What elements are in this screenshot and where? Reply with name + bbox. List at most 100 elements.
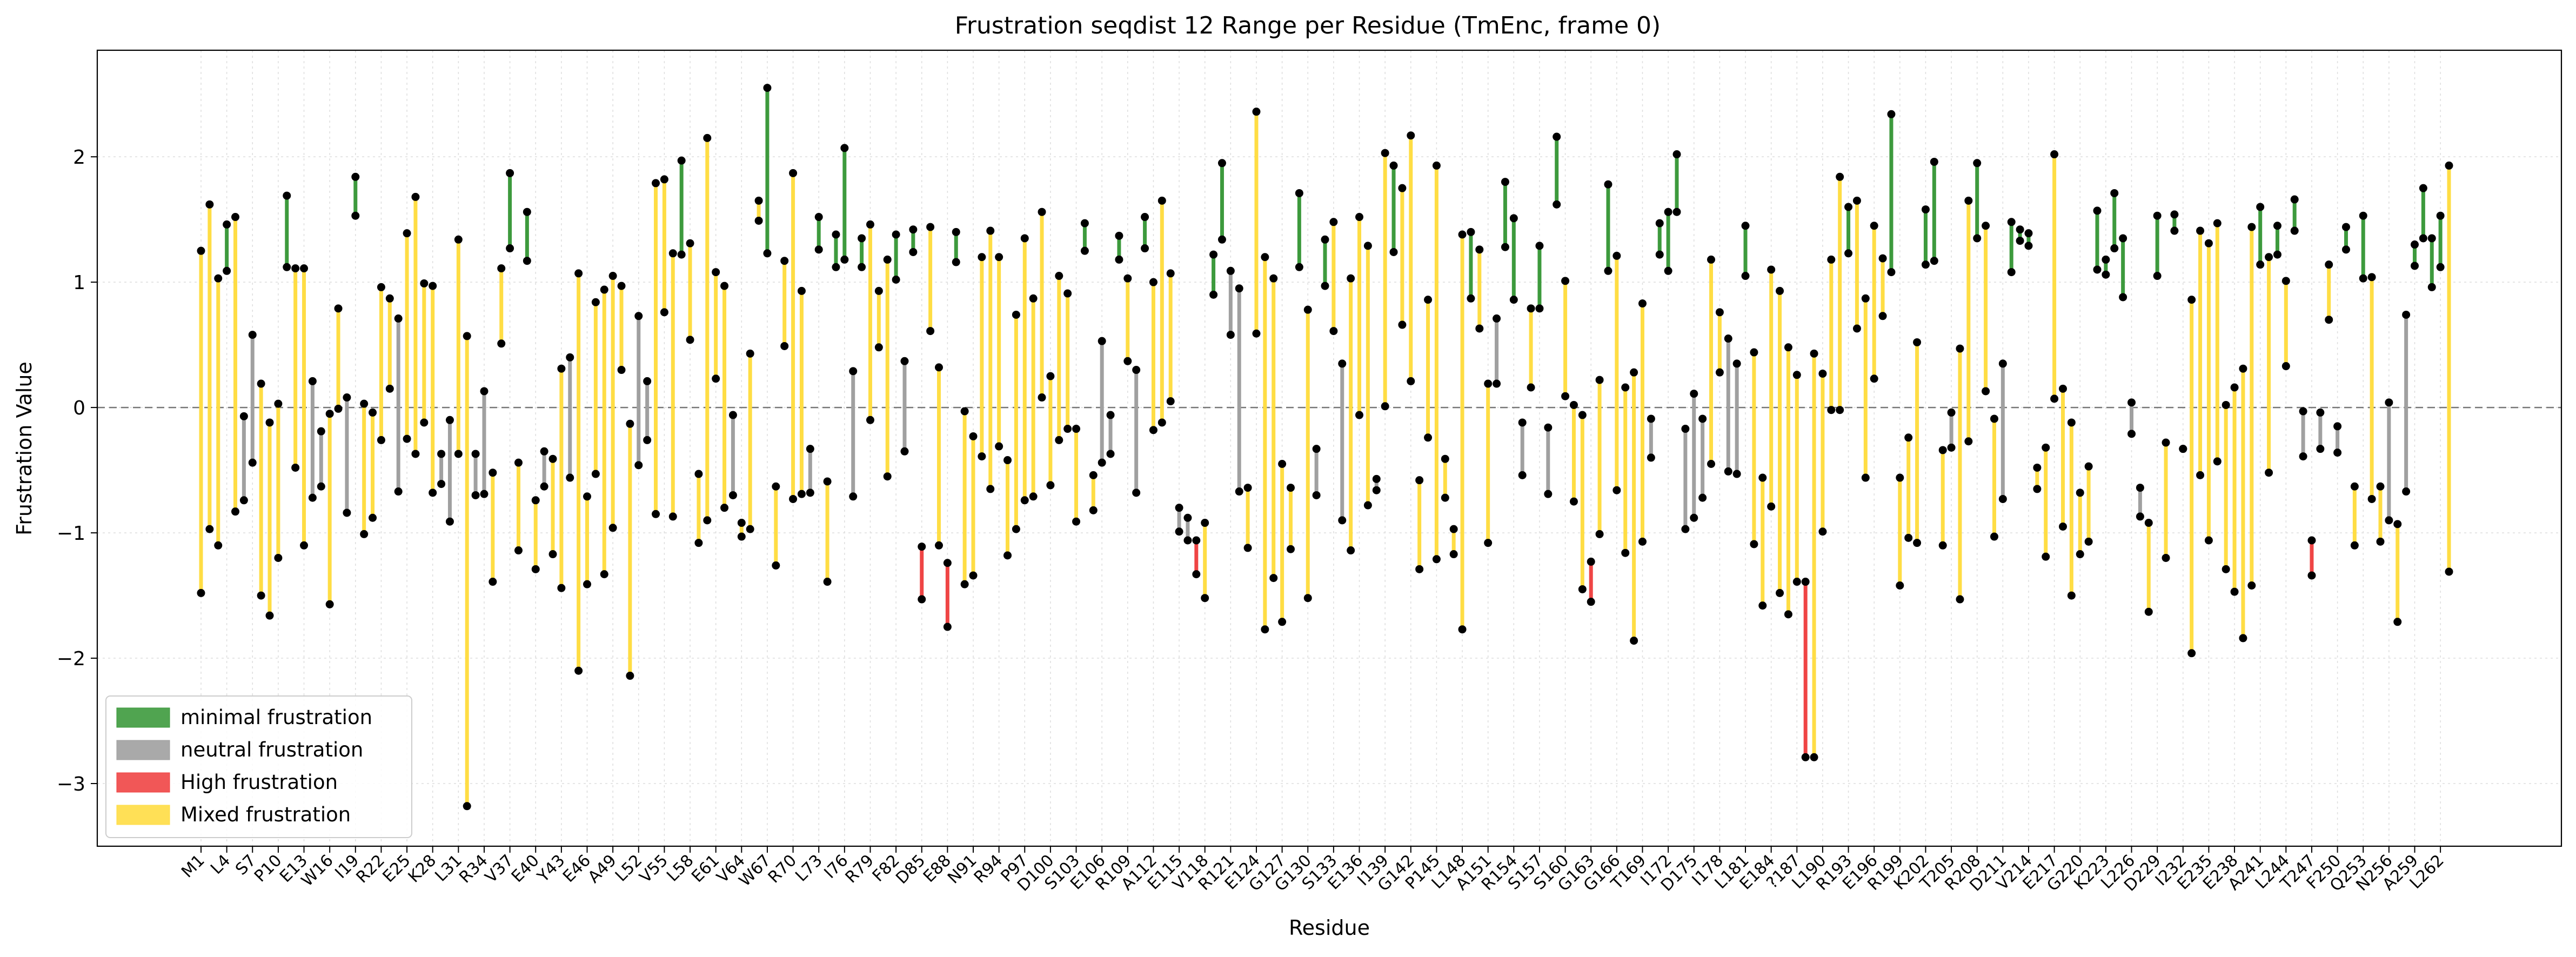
- range-max-point: [265, 418, 274, 427]
- range-min-point: [369, 513, 377, 522]
- range-min-point: [317, 482, 325, 491]
- range-max-point: [1852, 196, 1861, 205]
- range-min-point: [2402, 487, 2411, 496]
- range-min-point: [351, 211, 360, 220]
- range-max-point: [2170, 210, 2179, 219]
- range-max-point: [2239, 364, 2247, 373]
- range-max-point: [445, 416, 454, 424]
- range-min-point: [248, 458, 257, 467]
- range-min-point: [1930, 257, 1938, 265]
- range-min-point: [506, 244, 514, 253]
- range-max-point: [1664, 208, 1672, 216]
- range-min-point: [1407, 377, 1415, 385]
- range-max-point: [1904, 433, 1913, 442]
- range-min-point: [2367, 494, 2376, 503]
- range-min-point: [2376, 537, 2385, 546]
- range-min-point: [1707, 459, 1716, 468]
- range-max-point: [694, 470, 703, 478]
- range-max-point: [1389, 161, 1398, 170]
- legend-swatch: [116, 740, 170, 760]
- range-max-point: [2273, 222, 2281, 230]
- range-max-point: [814, 213, 823, 222]
- range-max-point: [1767, 265, 1776, 274]
- range-min-point: [986, 485, 995, 493]
- range-min-point: [712, 374, 720, 383]
- range-max-point: [223, 220, 231, 229]
- range-max-point: [300, 264, 309, 273]
- range-max-point: [2247, 223, 2256, 231]
- range-min-point: [2076, 550, 2084, 559]
- range-max-point: [420, 279, 429, 287]
- range-min-point: [1715, 368, 1724, 377]
- range-min-point: [2119, 293, 2127, 302]
- range-max-point: [712, 268, 720, 277]
- range-max-point: [1784, 343, 1792, 352]
- range-max-point: [1810, 349, 1818, 358]
- range-min-point: [531, 565, 540, 573]
- range-max-point: [1312, 445, 1321, 453]
- range-max-point: [1493, 314, 1501, 323]
- range-max-point: [489, 469, 497, 477]
- range-min-point: [429, 488, 437, 497]
- range-min-point: [1355, 411, 1364, 419]
- range-min-point: [197, 588, 205, 597]
- range-max-point: [1029, 294, 1038, 303]
- range-min-point: [840, 255, 849, 264]
- range-max-point: [2196, 226, 2205, 235]
- range-max-point: [1604, 180, 1612, 189]
- range-min-point: [978, 452, 986, 461]
- range-min-point: [1527, 383, 1535, 392]
- range-max-point: [231, 213, 240, 222]
- range-min-point: [1046, 481, 1055, 490]
- range-min-point: [772, 561, 780, 570]
- range-max-point: [2222, 400, 2230, 409]
- range-min-point: [1038, 393, 1046, 402]
- range-min-point: [308, 493, 317, 502]
- range-min-point: [1998, 494, 2007, 503]
- range-max-point: [283, 191, 291, 200]
- range-min-point: [1664, 266, 1672, 275]
- range-max-point: [214, 274, 223, 283]
- range-min-point: [2196, 471, 2205, 479]
- legend: minimal frustration neutral frustration Hi…: [105, 695, 412, 838]
- range-min-point: [1141, 244, 1149, 253]
- range-max-point: [995, 253, 1003, 262]
- range-max-point: [2307, 536, 2316, 545]
- range-min-point: [497, 339, 506, 348]
- range-max-point: [2350, 482, 2359, 491]
- range-max-point: [1089, 506, 1098, 514]
- range-min-point: [1347, 546, 1355, 555]
- legend-swatch: [116, 772, 170, 793]
- range-max-point: [1844, 203, 1853, 211]
- range-max-point: [1553, 132, 1561, 141]
- range-max-point: [591, 298, 600, 306]
- range-max-point: [1990, 414, 1998, 423]
- range-max-point: [497, 264, 506, 273]
- range-min-point: [874, 343, 883, 352]
- range-min-point: [900, 447, 909, 456]
- range-min-point: [2230, 587, 2239, 596]
- range-max-point: [2179, 445, 2187, 453]
- range-min-point: [1535, 304, 1544, 313]
- range-max-point: [1707, 255, 1716, 264]
- range-max-point: [1998, 359, 2007, 368]
- range-min-point: [2093, 265, 2102, 274]
- range-max-point: [1441, 493, 1449, 502]
- range-max-point: [952, 227, 960, 236]
- range-min-point: [2341, 245, 2350, 254]
- range-max-point: [643, 377, 652, 385]
- legend-label: neutral frustration: [180, 738, 363, 761]
- range-max-point: [1878, 254, 1887, 263]
- range-max-point: [308, 377, 317, 385]
- range-min-point: [746, 525, 754, 533]
- range-min-point: [1630, 637, 1638, 645]
- plot-frame: [96, 49, 2562, 847]
- range-min-point: [617, 366, 626, 374]
- range-max-point: [274, 399, 283, 408]
- range-min-point: [394, 487, 403, 496]
- range-max-point: [2333, 422, 2342, 431]
- range-max-point: [1098, 337, 1106, 345]
- range-min-point: [1072, 517, 1081, 526]
- range-min-point: [643, 436, 652, 444]
- range-max-point: [832, 230, 840, 239]
